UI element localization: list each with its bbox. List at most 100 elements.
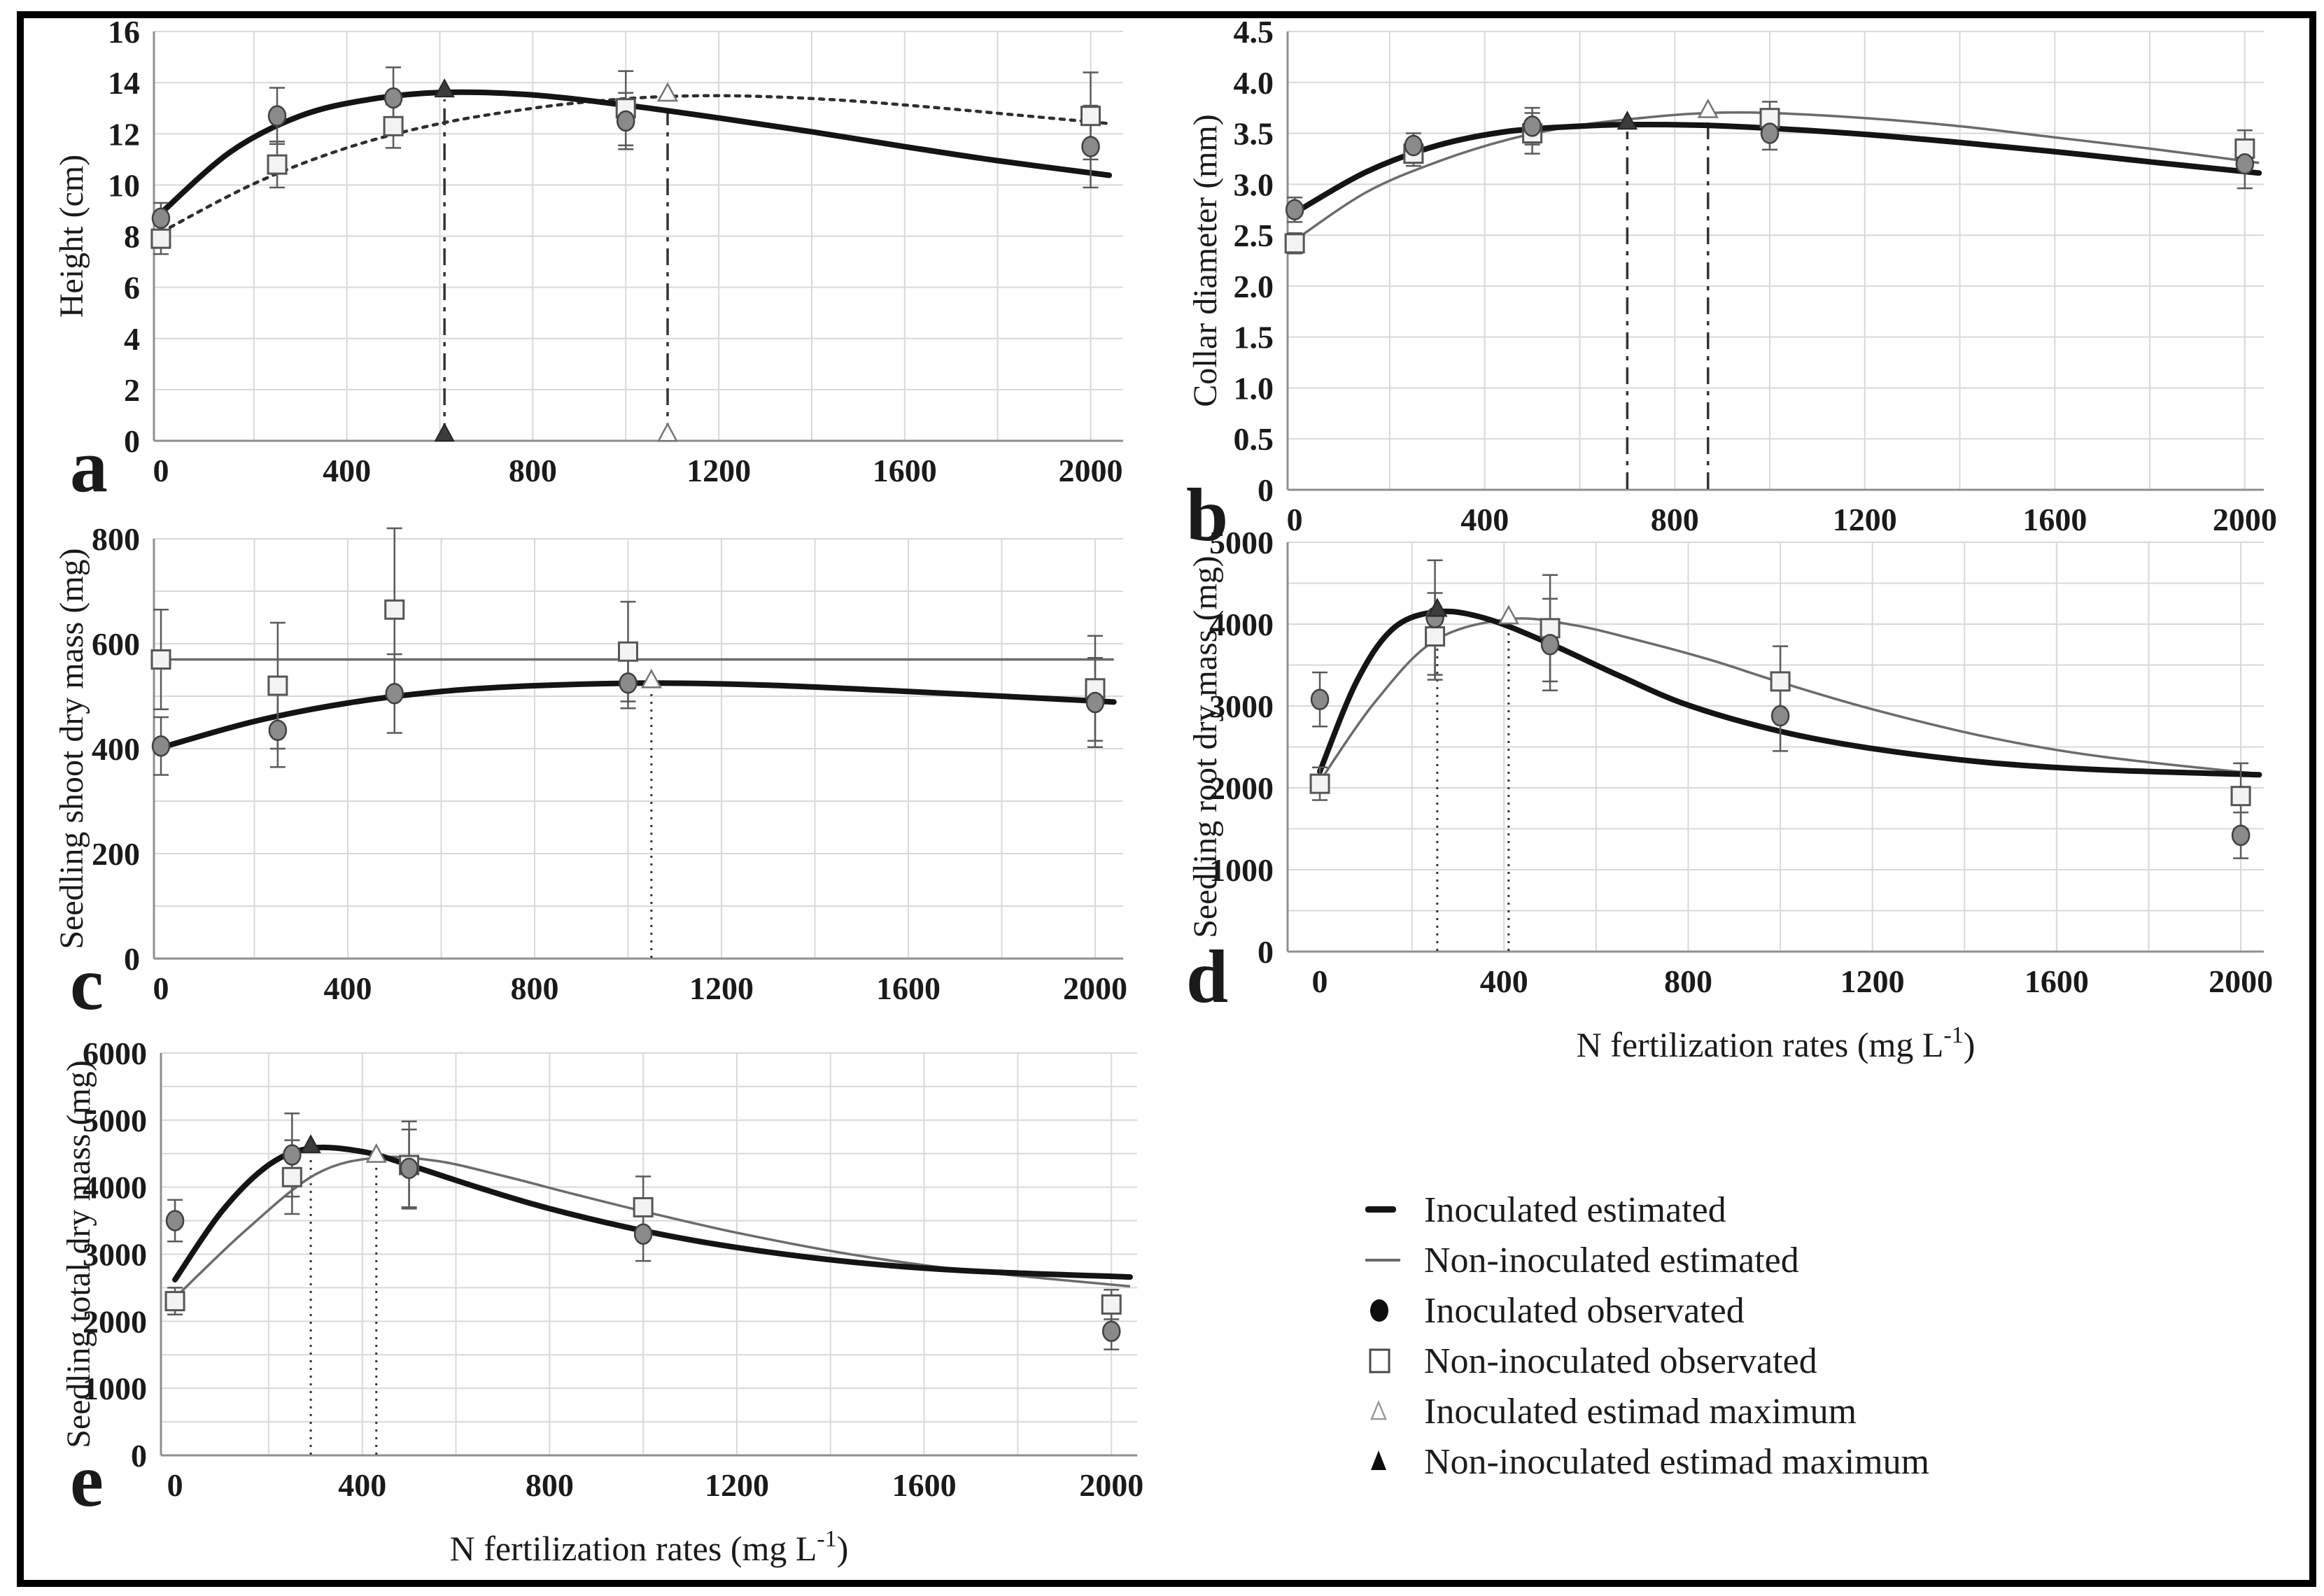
legend: Inoculated estimated Non-inoculated esti… bbox=[1361, 1189, 1929, 1482]
chart-total-dry-mass: 0 1000 2000 3000 4000 5000 6000 0 400 800 1200 1600… bbox=[60, 1036, 1143, 1568]
svg-text:1200: 1200 bbox=[689, 970, 754, 1006]
svg-text:c: c bbox=[70, 942, 104, 1025]
svg-text:3000: 3000 bbox=[1209, 688, 1274, 724]
legend-label: Non-inoculated observated bbox=[1424, 1341, 1817, 1381]
svg-text:0: 0 bbox=[153, 970, 169, 1006]
svg-text:600: 600 bbox=[92, 626, 140, 662]
svg-text:1.5: 1.5 bbox=[1234, 320, 1274, 355]
filled-triangle-icon bbox=[1371, 1450, 1386, 1470]
svg-text:e: e bbox=[70, 1439, 104, 1523]
svg-text:6: 6 bbox=[124, 270, 140, 306]
thin-line-icon bbox=[1365, 1259, 1400, 1262]
svg-text:0: 0 bbox=[1312, 963, 1328, 999]
svg-text:2000: 2000 bbox=[1059, 453, 1123, 488]
svg-text:1200: 1200 bbox=[686, 453, 751, 488]
svg-text:800: 800 bbox=[92, 521, 140, 557]
chart-height: 0 2 4 6 8 10 12 14 16 0 400 800 1200 1600 2000 Height (… bbox=[53, 14, 1123, 504]
svg-text:5000: 5000 bbox=[83, 1103, 147, 1138]
thick-line-icon bbox=[1365, 1206, 1396, 1213]
svg-text:Seedling shoot dry mass (mg): Seedling shoot dry mass (mg) bbox=[53, 548, 90, 949]
svg-text:12: 12 bbox=[108, 116, 140, 152]
svg-text:400: 400 bbox=[1460, 502, 1509, 537]
chart-shoot-dry-mass: 0 200 400 600 800 0 400 800 1200 1600 2000 Seedling… bbox=[53, 521, 1127, 1025]
svg-text:8: 8 bbox=[124, 219, 140, 255]
svg-text:b: b bbox=[1186, 474, 1228, 557]
svg-text:400: 400 bbox=[324, 970, 372, 1006]
svg-text:0: 0 bbox=[153, 453, 169, 488]
legend-item-inoculated-estimad-maximum: Inoculated estimad maximum bbox=[1361, 1391, 1929, 1432]
svg-text:400: 400 bbox=[92, 731, 140, 767]
svg-text:3.0: 3.0 bbox=[1234, 167, 1274, 202]
svg-text:Collar diameter (mm): Collar diameter (mm) bbox=[1187, 114, 1224, 407]
svg-text:0: 0 bbox=[124, 941, 140, 977]
legend-label: Non-inoculated estimated bbox=[1424, 1240, 1799, 1280]
svg-text:1200: 1200 bbox=[1833, 502, 1897, 537]
svg-text:2000: 2000 bbox=[1079, 1467, 1143, 1503]
svg-text:0: 0 bbox=[124, 423, 140, 459]
svg-text:800: 800 bbox=[1651, 502, 1699, 537]
svg-text:2000: 2000 bbox=[83, 1304, 147, 1339]
svg-text:2000: 2000 bbox=[1209, 770, 1274, 806]
svg-text:1000: 1000 bbox=[83, 1371, 147, 1406]
legend-item-non-inoculated-estimad-maximum: Non-inoculated estimad maximum bbox=[1361, 1441, 1929, 1482]
svg-text:1600: 1600 bbox=[892, 1467, 957, 1503]
svg-text:1600: 1600 bbox=[2024, 963, 2089, 999]
svg-text:5000: 5000 bbox=[1209, 525, 1274, 560]
svg-text:4000: 4000 bbox=[1209, 607, 1274, 642]
svg-text:400: 400 bbox=[1480, 963, 1528, 999]
svg-text:1600: 1600 bbox=[876, 970, 941, 1006]
svg-text:Seedling total dry mass (mg): Seedling total dry mass (mg) bbox=[60, 1060, 97, 1448]
svg-text:1200: 1200 bbox=[1840, 963, 1905, 999]
svg-text:1.0: 1.0 bbox=[1234, 370, 1274, 406]
svg-text:4: 4 bbox=[124, 321, 140, 357]
svg-text:400: 400 bbox=[323, 453, 371, 488]
legend-item-non-inoculated-estimated: Non-inoculated estimated bbox=[1361, 1240, 1929, 1280]
svg-text:0.5: 0.5 bbox=[1234, 421, 1274, 457]
svg-text:1600: 1600 bbox=[2022, 502, 2087, 537]
svg-text:4.0: 4.0 bbox=[1234, 65, 1274, 101]
legend-label: Inoculated estimated bbox=[1424, 1189, 1726, 1230]
legend-label: Non-inoculated estimad maximum bbox=[1424, 1441, 1930, 1482]
svg-text:3000: 3000 bbox=[83, 1237, 147, 1273]
svg-text:6000: 6000 bbox=[83, 1036, 147, 1071]
svg-text:Seedling root dry mass (mg): Seedling root dry mass (mg) bbox=[1187, 556, 1224, 938]
filled-circle-icon bbox=[1370, 1299, 1388, 1322]
svg-text:400: 400 bbox=[338, 1467, 386, 1503]
svg-text:16: 16 bbox=[108, 14, 140, 50]
figure-border bbox=[17, 11, 2316, 1587]
svg-text:2.0: 2.0 bbox=[1234, 269, 1274, 304]
legend-item-non-inoculated-observated: Non-inoculated observated bbox=[1361, 1341, 1929, 1381]
svg-text:4.5: 4.5 bbox=[1234, 14, 1274, 50]
svg-text:1600: 1600 bbox=[873, 453, 937, 488]
svg-text:2: 2 bbox=[124, 372, 140, 408]
svg-text:800: 800 bbox=[526, 1467, 574, 1503]
svg-text:Height (cm): Height (cm) bbox=[53, 155, 90, 318]
svg-text:1200: 1200 bbox=[705, 1467, 769, 1503]
chart-collar-diameter: 0 0.5 1.0 1.5 2.0 2.5 3.0 3.5 4.0 4.5 0 400 800 1200 1… bbox=[1186, 14, 2277, 557]
legend-item-inoculated-estimated: Inoculated estimated bbox=[1361, 1189, 1929, 1230]
svg-text:d: d bbox=[1186, 935, 1228, 1019]
svg-text:2000: 2000 bbox=[2209, 963, 2273, 999]
svg-text:10: 10 bbox=[108, 167, 140, 203]
svg-text:800: 800 bbox=[509, 453, 557, 488]
svg-text:800: 800 bbox=[1664, 963, 1712, 999]
legend-item-inoculated-observated: Inoculated observated bbox=[1361, 1290, 1929, 1331]
svg-text:1000: 1000 bbox=[1209, 852, 1274, 888]
svg-text:4000: 4000 bbox=[83, 1170, 147, 1206]
svg-text:2000: 2000 bbox=[2213, 502, 2277, 537]
svg-text:0: 0 bbox=[1287, 502, 1303, 537]
svg-text:N fertilization rates (mg L-1): N fertilization rates (mg L-1) bbox=[1577, 1022, 1976, 1064]
svg-text:800: 800 bbox=[510, 970, 558, 1006]
svg-text:2.5: 2.5 bbox=[1234, 218, 1274, 253]
legend-label: Inoculated estimad maximum bbox=[1424, 1391, 1857, 1432]
svg-text:0: 0 bbox=[1258, 934, 1274, 970]
legend-label: Inoculated observated bbox=[1424, 1290, 1745, 1331]
svg-text:0: 0 bbox=[1258, 472, 1274, 508]
svg-text:0: 0 bbox=[167, 1467, 183, 1503]
open-square-icon bbox=[1369, 1348, 1390, 1373]
svg-text:N fertilization rates (mg L-1): N fertilization rates (mg L-1) bbox=[450, 1526, 849, 1568]
chart-root-dry-mass: 0 1000 2000 3000 4000 5000 0 400 800 1200 1600 2000… bbox=[1186, 525, 2273, 1064]
svg-text:200: 200 bbox=[92, 836, 140, 872]
svg-text:14: 14 bbox=[108, 65, 140, 101]
